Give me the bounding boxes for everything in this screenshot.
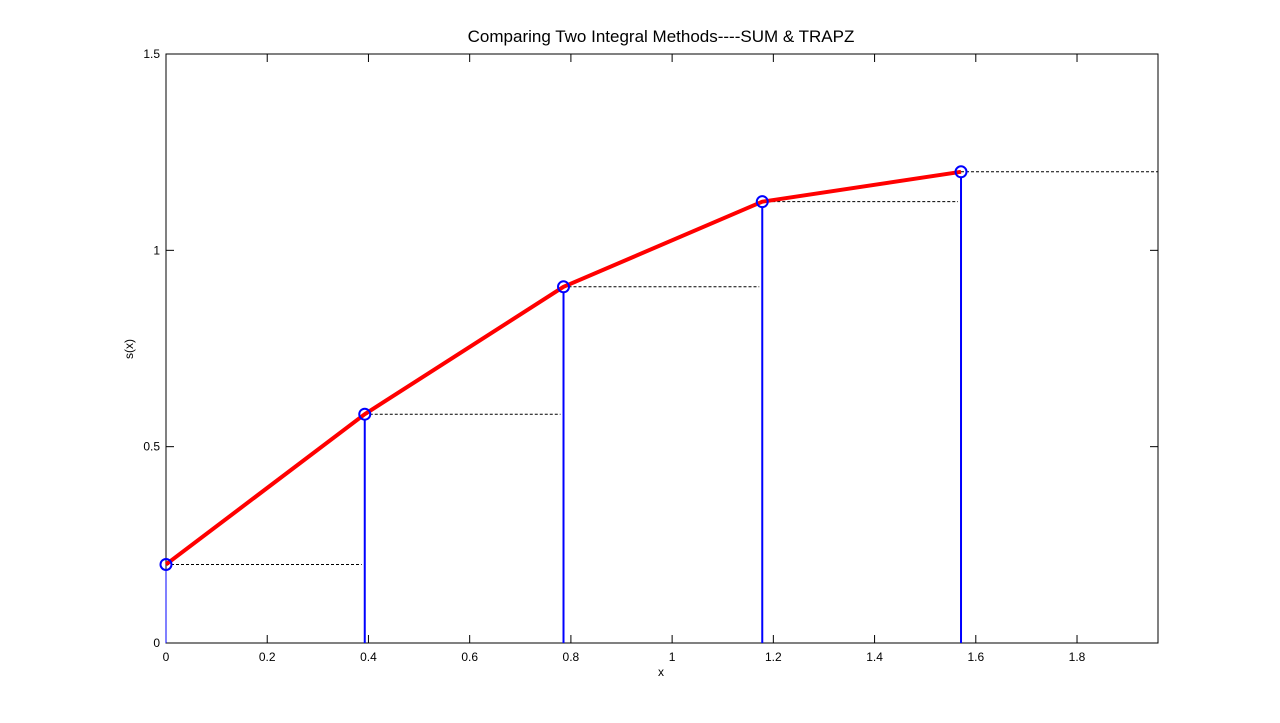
trapz-line [164, 169, 962, 567]
x-axis-label: x [658, 665, 664, 679]
x-tick-label: 0 [163, 650, 170, 664]
sample-point-marker [159, 557, 173, 571]
plot-area [165, 53, 1159, 644]
x-tick-label: 0.4 [360, 650, 377, 664]
y-axis-ticks: 0 0.5 1 1.5 [143, 47, 1158, 650]
x-tick-label: 0.8 [563, 650, 580, 664]
x-tick-label: 0.6 [461, 650, 478, 664]
y-axis-label: s(x) [122, 339, 136, 359]
x-tick-label: 1.6 [967, 650, 984, 664]
sample-point-marker [557, 280, 571, 294]
sum-step-lines [166, 171, 1158, 565]
y-tick-label: 1.5 [143, 47, 160, 61]
sample-point-markers [159, 165, 968, 571]
x-tick-label: 0.2 [259, 650, 276, 664]
x-tick-label: 1 [669, 650, 676, 664]
trapz-line-group [164, 169, 962, 567]
sum-stems [165, 176, 963, 643]
sample-point-marker [954, 165, 968, 179]
x-tick-label: 1.4 [866, 650, 883, 664]
y-tick-label: 0.5 [143, 440, 160, 454]
x-tick-label: 1.2 [765, 650, 782, 664]
x-tick-label: 1.8 [1069, 650, 1086, 664]
y-tick-label: 1 [153, 243, 160, 257]
sample-point-marker [755, 195, 769, 209]
x-axis-ticks: 0 0.2 0.4 0.6 0.8 1 1.2 1.4 1.6 1.8 [163, 54, 1086, 664]
y-tick-label: 0 [153, 636, 160, 650]
chart-title: Comparing Two Integral Methods----SUM & … [468, 27, 855, 46]
sample-point-marker [358, 407, 372, 421]
